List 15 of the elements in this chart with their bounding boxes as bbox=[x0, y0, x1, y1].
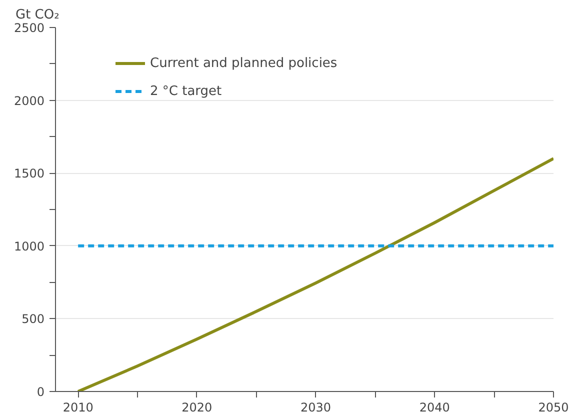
y-tick-label: 2500 bbox=[14, 21, 45, 35]
legend-label: Current and planned policies bbox=[150, 56, 338, 70]
legend-label: 2 °C target bbox=[150, 84, 222, 98]
y-tick-label: 2000 bbox=[14, 94, 45, 108]
y-tick-label: 1500 bbox=[14, 166, 45, 181]
y-tick-label: 500 bbox=[22, 312, 44, 326]
y-tick-label: 0 bbox=[36, 385, 45, 399]
line-series bbox=[76, 157, 554, 392]
x-tick-label: 2010 bbox=[62, 400, 94, 414]
x-tick-label: 2040 bbox=[419, 400, 450, 414]
x-tick-label: 2030 bbox=[300, 400, 332, 414]
y-axis-title: Gt CO₂ bbox=[16, 8, 60, 22]
x-tick-label: 2050 bbox=[538, 400, 569, 414]
x-tick-label: 2020 bbox=[182, 400, 212, 414]
y-tick-label: 1000 bbox=[14, 239, 45, 254]
